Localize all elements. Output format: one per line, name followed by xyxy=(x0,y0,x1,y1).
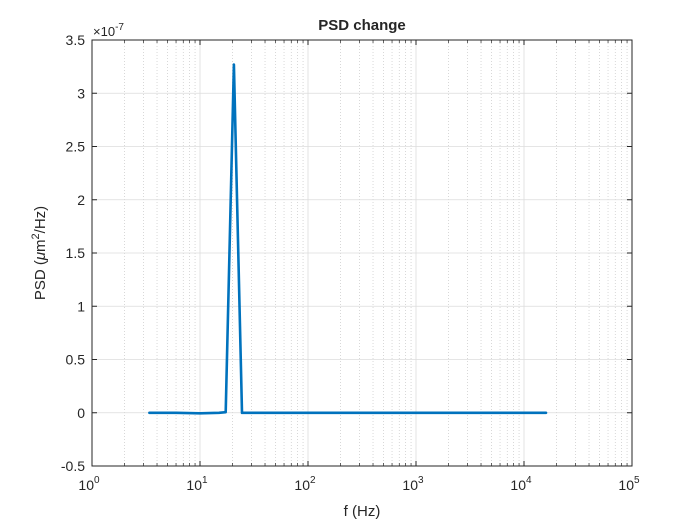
y-tick-label: 1.5 xyxy=(66,245,86,261)
y-tick-label: 0.5 xyxy=(66,352,86,368)
y-tick-label: 3.5 xyxy=(66,32,86,48)
y-label-sup: 2 xyxy=(30,233,42,239)
x-tick-labels: 100 101 102 103 104 105 xyxy=(78,475,640,493)
x-tick-base: 10 xyxy=(294,477,310,493)
x-tick-exponent: 2 xyxy=(310,475,316,486)
x-tick-label: 103 xyxy=(402,475,424,493)
y-label-unit: m xyxy=(32,239,49,252)
y-tick-label: -0.5 xyxy=(61,458,85,474)
y-label-post: /Hz) xyxy=(32,206,49,234)
y-tick-label: 0 xyxy=(77,405,85,421)
x-tick-base: 10 xyxy=(618,477,634,493)
x-tick-exponent: 3 xyxy=(418,475,424,486)
y-axis-label: PSD (μm2/Hz) xyxy=(30,206,49,300)
y-tick-labels: -0.5 0 0.5 1 1.5 2 2.5 3 3.5 xyxy=(61,32,85,474)
y-tick-label: 2 xyxy=(77,192,85,208)
x-tick-label: 102 xyxy=(294,475,316,493)
y-tick-label: 3 xyxy=(77,85,85,101)
psd-series-line xyxy=(148,63,548,415)
y-tick-label: 1 xyxy=(77,298,85,314)
x-tick-base: 10 xyxy=(78,477,94,493)
x-tick-exponent: 5 xyxy=(634,475,640,486)
x-tick-label: 105 xyxy=(618,475,640,493)
x-tick-exponent: 0 xyxy=(94,475,100,486)
x-tick-label: 101 xyxy=(186,475,208,493)
series-layer xyxy=(148,63,548,415)
y-multiplier: ×10-7 xyxy=(93,22,124,39)
x-tick-label: 100 xyxy=(78,475,100,493)
y-label-pre: PSD ( xyxy=(32,260,49,300)
x-tick-base: 10 xyxy=(186,477,202,493)
chart-title: PSD change xyxy=(318,17,406,34)
x-tick-exponent: 1 xyxy=(202,475,208,486)
y-multiplier-exponent: -7 xyxy=(115,22,124,33)
x-tick-exponent: 4 xyxy=(526,475,532,486)
x-tick-base: 10 xyxy=(402,477,418,493)
y-label-mu: μ xyxy=(32,252,49,261)
x-axis-label: f (Hz) xyxy=(344,503,381,520)
y-multiplier-base: ×10 xyxy=(93,24,115,39)
tick-marks xyxy=(91,39,633,467)
x-tick-label: 104 xyxy=(510,475,532,493)
y-tick-label: 2.5 xyxy=(66,139,86,155)
x-tick-base: 10 xyxy=(510,477,526,493)
